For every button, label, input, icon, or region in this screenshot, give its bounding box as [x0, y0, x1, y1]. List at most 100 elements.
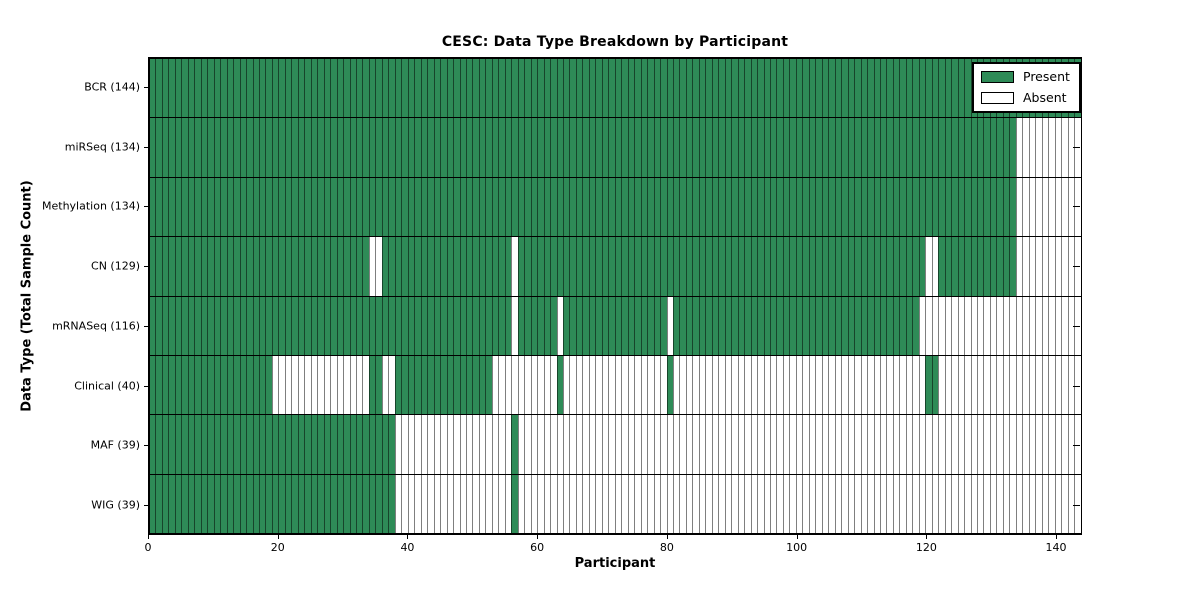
heatmap-cell — [757, 177, 764, 237]
heatmap-cell — [666, 59, 673, 118]
heatmap-cell — [550, 474, 557, 533]
heatmap-cell — [731, 59, 738, 118]
heatmap-cell — [795, 296, 803, 355]
heatmap-cell — [511, 296, 518, 355]
heatmap-cell — [847, 296, 855, 355]
x-tick-mark — [277, 535, 279, 539]
heatmap-cell — [660, 59, 667, 118]
heatmap-cell — [265, 296, 272, 355]
heatmap-cell — [440, 237, 447, 296]
heatmap-cell — [647, 177, 654, 237]
heatmap-cell — [679, 237, 686, 296]
heatmap-cell — [491, 177, 499, 237]
heatmap-cell — [569, 355, 576, 415]
heatmap-cell — [905, 177, 913, 237]
heatmap-cell — [226, 415, 234, 474]
heatmap-cell — [892, 296, 900, 355]
heatmap-cell — [750, 59, 758, 118]
heatmap-cell — [1009, 177, 1016, 237]
heatmap-cell — [828, 415, 835, 474]
heatmap-cell — [304, 296, 311, 355]
heatmap-cell — [440, 59, 447, 118]
heatmap-cell — [233, 59, 240, 118]
heatmap-cell — [440, 415, 447, 474]
heatmap-cell — [970, 237, 977, 296]
heatmap-cell — [530, 355, 538, 415]
heatmap-cell — [356, 474, 363, 533]
heatmap-cell — [1054, 474, 1062, 533]
heatmap-cell — [569, 296, 576, 355]
heatmap-cell — [899, 415, 906, 474]
heatmap-cell — [931, 237, 939, 296]
heatmap-cell — [964, 59, 971, 118]
heatmap-cell — [504, 237, 512, 296]
heatmap-cell — [737, 415, 745, 474]
heatmap-cell — [899, 59, 906, 118]
heatmap-cell — [575, 237, 583, 296]
heatmap-cell — [330, 415, 337, 474]
heatmap-cell — [524, 355, 531, 415]
heatmap-cell — [1074, 296, 1081, 355]
heatmap-cell — [685, 415, 693, 474]
heatmap-cell — [1061, 237, 1068, 296]
heatmap-cell — [478, 474, 486, 533]
x-tick-label: 40 — [400, 541, 415, 554]
heatmap-cell — [860, 177, 868, 237]
heatmap-cell — [938, 118, 945, 177]
heatmap-cell — [737, 474, 745, 533]
heatmap-cell — [1054, 237, 1062, 296]
heatmap-cell — [150, 474, 156, 533]
heatmap-cell — [213, 118, 221, 177]
heatmap-cell — [343, 415, 350, 474]
heatmap-cell — [1002, 415, 1010, 474]
heatmap-cell — [226, 296, 234, 355]
heatmap-cell — [608, 415, 615, 474]
heatmap-cell — [537, 296, 544, 355]
heatmap-cell — [258, 474, 266, 533]
heatmap-cell — [284, 355, 292, 415]
heatmap-cell — [394, 118, 402, 177]
heatmap-cell — [834, 415, 842, 474]
heatmap-cell — [692, 118, 699, 177]
heatmap-cell — [362, 415, 369, 474]
heatmap-cell — [776, 177, 783, 237]
heatmap-cell — [808, 296, 816, 355]
legend-swatch-icon — [981, 70, 1014, 83]
y-tick-label: CN (129) — [91, 259, 140, 273]
heatmap-cell — [343, 177, 350, 237]
heatmap-cell — [271, 355, 279, 415]
heatmap-cell — [453, 415, 460, 474]
heatmap-cell — [647, 415, 654, 474]
heatmap-cell — [879, 237, 887, 296]
heatmap-cell — [944, 59, 952, 118]
heatmap-cell — [789, 415, 796, 474]
heatmap-cell — [860, 237, 868, 296]
x-tick-label: 20 — [270, 541, 285, 554]
heatmap-cell — [297, 237, 305, 296]
heatmap-cell — [550, 177, 557, 237]
heatmap-cell — [879, 177, 887, 237]
heatmap-cell — [252, 296, 259, 355]
heatmap-cell — [989, 355, 997, 415]
heatmap-cell — [246, 177, 253, 237]
heatmap-cell — [1002, 118, 1010, 177]
heatmap-cell — [763, 296, 770, 355]
heatmap-cell — [220, 59, 227, 118]
heatmap-cell — [685, 59, 693, 118]
heatmap-cell — [944, 355, 952, 415]
heatmap-cell — [1048, 415, 1055, 474]
heatmap-cell — [808, 237, 816, 296]
heatmap-cell — [944, 118, 952, 177]
heatmap-cell — [150, 355, 156, 415]
heatmap-cell — [601, 474, 609, 533]
heatmap-cell — [879, 415, 887, 474]
heatmap-cell — [1067, 118, 1075, 177]
heatmap-cell — [194, 237, 201, 296]
heatmap-cell — [472, 177, 479, 237]
heatmap-cell — [660, 296, 667, 355]
heatmap-cell — [310, 177, 318, 237]
heatmap-cell — [317, 296, 324, 355]
heatmap-cell — [964, 118, 971, 177]
heatmap-cell — [517, 355, 525, 415]
heatmap-cell — [601, 177, 609, 237]
